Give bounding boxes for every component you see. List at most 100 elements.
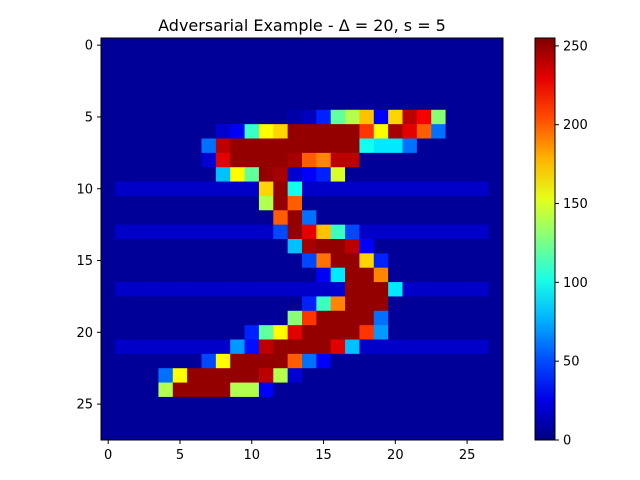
heatmap-cell bbox=[115, 109, 131, 125]
heatmap-cell bbox=[129, 210, 145, 226]
heatmap-cell bbox=[115, 95, 131, 111]
heatmap-cell bbox=[488, 382, 504, 398]
heatmap-cell bbox=[488, 296, 504, 312]
heatmap-cell bbox=[201, 253, 217, 269]
y-tick-label: 25 bbox=[76, 398, 93, 413]
heatmap-cell bbox=[144, 138, 159, 154]
heatmap-cell bbox=[201, 224, 217, 240]
heatmap-cell bbox=[330, 195, 346, 211]
heatmap-cell bbox=[402, 81, 418, 96]
heatmap-cell bbox=[273, 396, 289, 412]
heatmap-cell bbox=[287, 296, 303, 312]
heatmap-cell bbox=[215, 353, 231, 369]
heatmap-cell bbox=[101, 167, 116, 182]
heatmap-cell bbox=[416, 353, 432, 369]
heatmap-cell bbox=[316, 138, 332, 154]
heatmap-cell bbox=[244, 368, 260, 383]
heatmap-cell bbox=[402, 339, 418, 355]
heatmap-cell bbox=[302, 382, 317, 398]
heatmap-cell bbox=[345, 396, 360, 412]
heatmap-cell bbox=[459, 109, 475, 125]
heatmap-cell bbox=[445, 382, 461, 398]
heatmap-cell bbox=[172, 325, 188, 340]
heatmap-cell bbox=[258, 267, 274, 283]
heatmap-cell bbox=[373, 368, 389, 383]
heatmap-cell bbox=[115, 38, 131, 53]
heatmap-cell bbox=[101, 239, 116, 254]
heatmap-cell bbox=[488, 109, 504, 125]
heatmap-cell bbox=[416, 210, 432, 226]
heatmap-cell bbox=[201, 382, 217, 398]
heatmap-cell bbox=[201, 38, 217, 53]
heatmap-cell bbox=[158, 124, 174, 139]
heatmap-cell bbox=[388, 181, 403, 197]
heatmap-cell bbox=[302, 195, 317, 211]
heatmap-cell bbox=[402, 95, 418, 111]
heatmap-cell bbox=[416, 181, 432, 197]
heatmap-cell bbox=[431, 224, 446, 240]
heatmap-cell bbox=[129, 109, 145, 125]
heatmap-cell bbox=[244, 181, 260, 197]
heatmap-cell bbox=[287, 66, 303, 82]
heatmap-cell bbox=[172, 210, 188, 226]
heatmap-cell bbox=[144, 396, 159, 412]
heatmap-cell bbox=[402, 167, 418, 182]
heatmap-cell bbox=[258, 310, 274, 326]
heatmap-cell bbox=[416, 152, 432, 168]
heatmap-cell bbox=[115, 425, 131, 441]
heatmap-cell bbox=[345, 181, 360, 197]
heatmap-cell bbox=[287, 339, 303, 355]
heatmap-cell bbox=[129, 52, 145, 68]
heatmap-cell bbox=[273, 152, 289, 168]
heatmap-cell bbox=[172, 382, 188, 398]
heatmap-cell bbox=[431, 124, 446, 139]
heatmap-cell bbox=[172, 95, 188, 111]
heatmap-cell bbox=[316, 124, 332, 139]
heatmap-cell bbox=[215, 325, 231, 340]
heatmap-cell bbox=[158, 353, 174, 369]
heatmap-cell bbox=[258, 95, 274, 111]
heatmap-cell bbox=[330, 66, 346, 82]
heatmap-cell bbox=[431, 325, 446, 340]
heatmap-cell bbox=[445, 296, 461, 312]
heatmap-cell bbox=[201, 325, 217, 340]
heatmap-cell bbox=[172, 368, 188, 383]
heatmap-cell bbox=[172, 38, 188, 53]
heatmap-cell bbox=[345, 382, 360, 398]
heatmap-cell bbox=[474, 368, 490, 383]
heatmap-cell bbox=[129, 339, 145, 355]
heatmap-cell bbox=[230, 38, 245, 53]
heatmap-cell bbox=[302, 81, 317, 96]
heatmap-cell bbox=[431, 239, 446, 254]
heatmap-cell bbox=[359, 210, 375, 226]
heatmap-cell bbox=[215, 181, 231, 197]
heatmap-cell bbox=[115, 368, 131, 383]
heatmap-cell bbox=[101, 181, 116, 197]
heatmap-cell bbox=[488, 152, 504, 168]
heatmap-cell bbox=[101, 152, 116, 168]
heatmap-cell bbox=[445, 52, 461, 68]
heatmap-cell bbox=[215, 38, 231, 53]
heatmap-cell bbox=[258, 296, 274, 312]
heatmap-cell bbox=[330, 296, 346, 312]
heatmap-cell bbox=[258, 138, 274, 154]
heatmap-cell bbox=[359, 339, 375, 355]
heatmap-cell bbox=[474, 81, 490, 96]
heatmap-cell bbox=[445, 138, 461, 154]
heatmap-cell bbox=[330, 267, 346, 283]
heatmap-cell bbox=[316, 210, 332, 226]
heatmap-cell bbox=[172, 425, 188, 441]
heatmap-cell bbox=[244, 382, 260, 398]
heatmap-cell bbox=[345, 224, 360, 240]
heatmap-cell bbox=[244, 109, 260, 125]
heatmap-cell bbox=[287, 52, 303, 68]
heatmap-cell bbox=[273, 339, 289, 355]
heatmap-cell bbox=[287, 167, 303, 182]
heatmap-cell bbox=[416, 425, 432, 441]
heatmap-cell bbox=[258, 66, 274, 82]
heatmap-cell bbox=[201, 368, 217, 383]
heatmap-cell bbox=[258, 368, 274, 383]
heatmap-cell bbox=[488, 239, 504, 254]
heatmap-cell bbox=[172, 296, 188, 312]
heatmap-cell bbox=[201, 282, 217, 297]
